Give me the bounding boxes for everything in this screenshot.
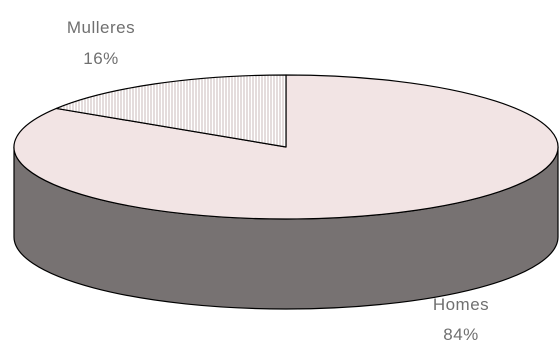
pie-slices	[13, 74, 559, 220]
slice-label-homes-name: Homes	[433, 295, 489, 314]
slice-label-homes-percent: 84%	[443, 325, 479, 344]
pie-slice-mulleres	[55, 74, 287, 148]
slice-label-mulleres-percent: 16%	[83, 49, 119, 68]
slice-label-mulleres-name: Mulleres	[67, 18, 135, 37]
pie-slice-homes	[13, 74, 559, 220]
